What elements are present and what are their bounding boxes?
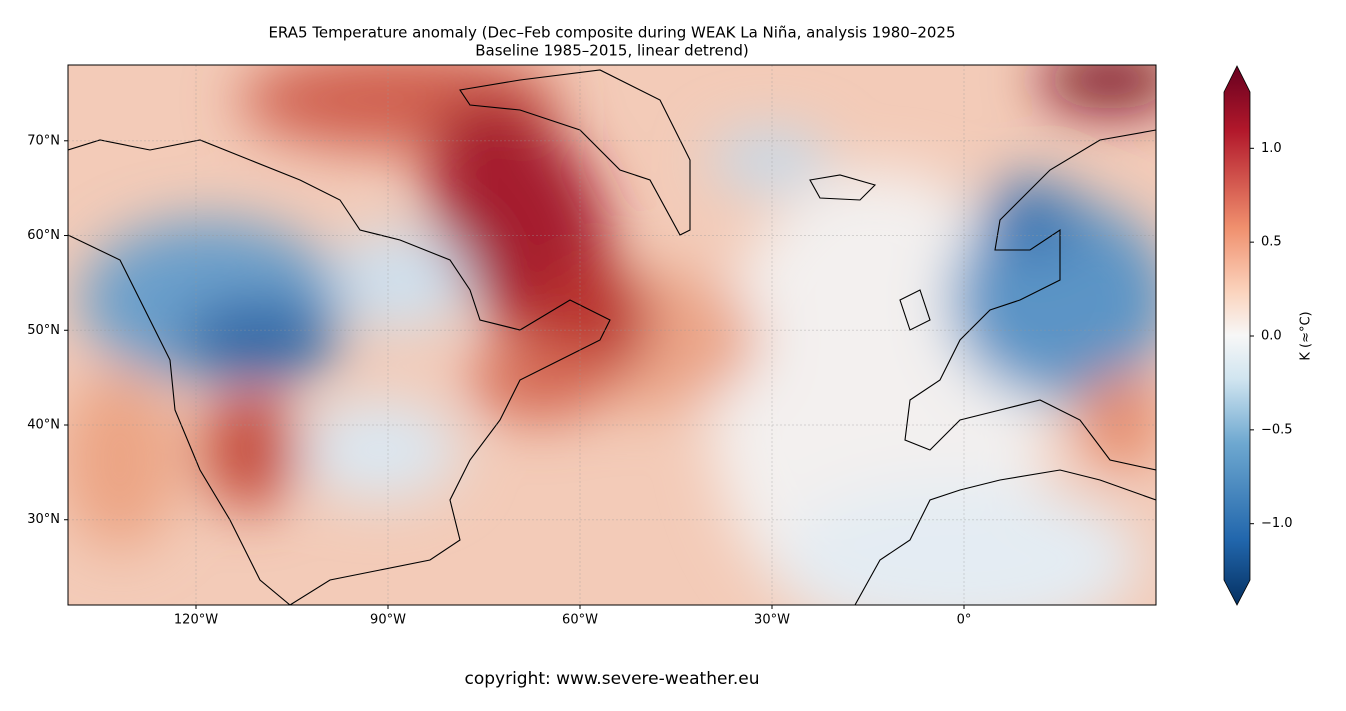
x-tick-label: 0° <box>957 613 972 628</box>
colorbar <box>1223 65 1251 606</box>
y-tick-label: 50°N <box>27 323 60 338</box>
x-tick-label: 90°W <box>370 613 406 628</box>
x-tick-label: 120°W <box>174 613 218 628</box>
anomaly-field <box>68 65 1156 605</box>
colorbar-tick-label: −0.5 <box>1261 422 1293 437</box>
y-tick-label: 30°N <box>27 512 60 527</box>
title-line: ERA5 Temperature anomaly (Dec–Feb compos… <box>268 24 955 42</box>
y-tick-label: 70°N <box>27 133 60 148</box>
y-tick-label: 60°N <box>27 228 60 243</box>
colorbar-label: K (≈°C) <box>1299 311 1314 360</box>
map-frame <box>67 64 1157 606</box>
x-tick-label: 60°W <box>562 613 598 628</box>
title-line: Baseline 1985–2015, linear detrend) <box>475 42 749 60</box>
colorbar-tick-label: −1.0 <box>1261 516 1293 531</box>
colorbar-tick-label: 0.0 <box>1261 329 1282 344</box>
colorbar-tick-label: 0.5 <box>1261 235 1282 250</box>
grid <box>68 65 1156 605</box>
copyright: copyright: www.severe-weather.eu <box>464 669 759 689</box>
colorbar-tick-label: 1.0 <box>1261 141 1282 156</box>
x-tick-label: 30°W <box>754 613 790 628</box>
y-tick-label: 40°N <box>27 418 60 433</box>
